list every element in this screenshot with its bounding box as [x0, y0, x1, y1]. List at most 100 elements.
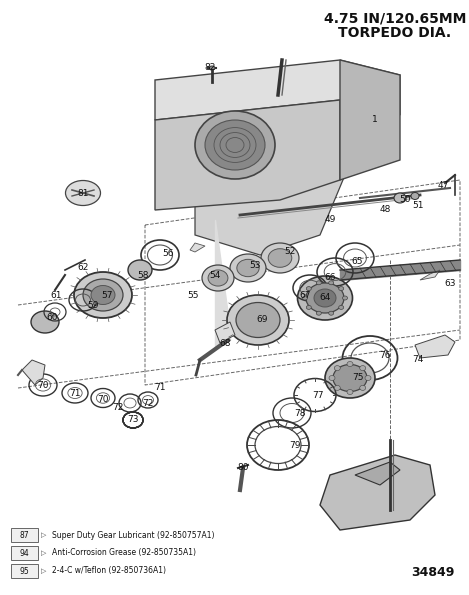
Text: 55: 55 — [187, 290, 199, 299]
Text: 4.75 IN/120.65MM: 4.75 IN/120.65MM — [324, 11, 466, 25]
Polygon shape — [215, 322, 235, 343]
Text: 72: 72 — [112, 403, 124, 412]
Text: 53: 53 — [249, 261, 261, 270]
Ellipse shape — [325, 358, 375, 398]
Text: 68: 68 — [219, 339, 231, 347]
Ellipse shape — [306, 305, 311, 309]
Text: 77: 77 — [312, 390, 324, 399]
Ellipse shape — [411, 193, 419, 199]
Text: 73: 73 — [127, 415, 139, 424]
Ellipse shape — [261, 243, 299, 273]
Text: 59: 59 — [87, 300, 99, 309]
Text: 66: 66 — [324, 274, 336, 283]
Polygon shape — [155, 60, 400, 120]
Ellipse shape — [74, 272, 132, 318]
FancyBboxPatch shape — [11, 564, 38, 578]
Ellipse shape — [306, 287, 311, 290]
Ellipse shape — [394, 193, 406, 203]
Polygon shape — [155, 100, 340, 210]
FancyBboxPatch shape — [11, 546, 38, 560]
Ellipse shape — [342, 296, 348, 300]
Polygon shape — [420, 270, 440, 280]
Polygon shape — [195, 155, 345, 255]
Ellipse shape — [360, 386, 366, 390]
Text: 80: 80 — [237, 464, 249, 472]
Polygon shape — [190, 243, 205, 252]
Text: 72: 72 — [142, 399, 154, 408]
Text: Anti-Corrosion Grease (92-850735A1): Anti-Corrosion Grease (92-850735A1) — [52, 549, 196, 558]
Ellipse shape — [339, 305, 344, 309]
Text: 58: 58 — [137, 271, 149, 280]
Text: ▷: ▷ — [41, 550, 47, 556]
Ellipse shape — [329, 375, 335, 380]
Text: ▷: ▷ — [41, 568, 47, 574]
Text: 95: 95 — [19, 566, 29, 575]
Text: 34849: 34849 — [412, 565, 455, 578]
Text: 69: 69 — [256, 315, 268, 324]
Ellipse shape — [329, 311, 333, 315]
Ellipse shape — [128, 260, 152, 280]
Text: 49: 49 — [324, 215, 336, 224]
Ellipse shape — [329, 281, 333, 285]
Ellipse shape — [306, 283, 344, 313]
Text: 70: 70 — [37, 380, 49, 390]
Polygon shape — [22, 360, 45, 385]
Ellipse shape — [334, 386, 340, 390]
Text: 1: 1 — [372, 115, 378, 124]
Ellipse shape — [334, 365, 340, 371]
Text: 87: 87 — [19, 531, 29, 540]
Ellipse shape — [227, 295, 289, 345]
Text: 76: 76 — [379, 350, 391, 359]
Text: 75: 75 — [352, 374, 364, 383]
Polygon shape — [320, 455, 435, 530]
Ellipse shape — [237, 259, 259, 277]
Ellipse shape — [202, 265, 234, 291]
Ellipse shape — [31, 311, 59, 333]
Text: 79: 79 — [289, 440, 301, 449]
Text: 51: 51 — [412, 201, 424, 209]
Text: 78: 78 — [294, 409, 306, 418]
Ellipse shape — [208, 270, 228, 286]
Ellipse shape — [316, 281, 321, 285]
Text: ▷: ▷ — [41, 532, 47, 538]
Text: 71: 71 — [154, 384, 166, 393]
Text: 61: 61 — [50, 290, 62, 299]
Ellipse shape — [268, 249, 292, 267]
Text: 57: 57 — [101, 290, 113, 299]
Text: 52: 52 — [284, 248, 295, 256]
Ellipse shape — [347, 390, 353, 394]
Text: 71: 71 — [69, 389, 81, 397]
Text: TORPEDO DIA.: TORPEDO DIA. — [339, 26, 452, 40]
Ellipse shape — [91, 286, 115, 305]
Ellipse shape — [195, 111, 275, 179]
Polygon shape — [340, 60, 400, 180]
Ellipse shape — [297, 276, 353, 320]
Ellipse shape — [83, 279, 123, 311]
Text: 56: 56 — [162, 249, 174, 258]
Text: 82: 82 — [204, 64, 216, 73]
Text: 50: 50 — [399, 196, 411, 205]
Text: 65: 65 — [351, 258, 363, 267]
Ellipse shape — [303, 296, 308, 300]
Text: 63: 63 — [444, 278, 456, 287]
Text: 60: 60 — [46, 314, 58, 322]
Ellipse shape — [230, 254, 266, 282]
Ellipse shape — [316, 311, 321, 315]
Text: 54: 54 — [209, 271, 221, 280]
Ellipse shape — [209, 66, 215, 70]
Text: 74: 74 — [412, 355, 424, 365]
Text: 62: 62 — [77, 264, 89, 273]
Ellipse shape — [360, 365, 366, 371]
Polygon shape — [355, 462, 400, 485]
Ellipse shape — [205, 120, 265, 170]
Text: Super Duty Gear Lubricant (92-850757A1): Super Duty Gear Lubricant (92-850757A1) — [52, 531, 214, 540]
Text: 81: 81 — [77, 189, 89, 198]
Ellipse shape — [333, 365, 367, 392]
Ellipse shape — [236, 302, 280, 337]
Ellipse shape — [365, 375, 371, 380]
Text: 94: 94 — [19, 549, 29, 558]
Text: 70: 70 — [97, 396, 109, 405]
Text: 2-4-C w/Teflon (92-850736A1): 2-4-C w/Teflon (92-850736A1) — [52, 566, 166, 575]
Ellipse shape — [314, 289, 336, 307]
Ellipse shape — [339, 287, 344, 290]
